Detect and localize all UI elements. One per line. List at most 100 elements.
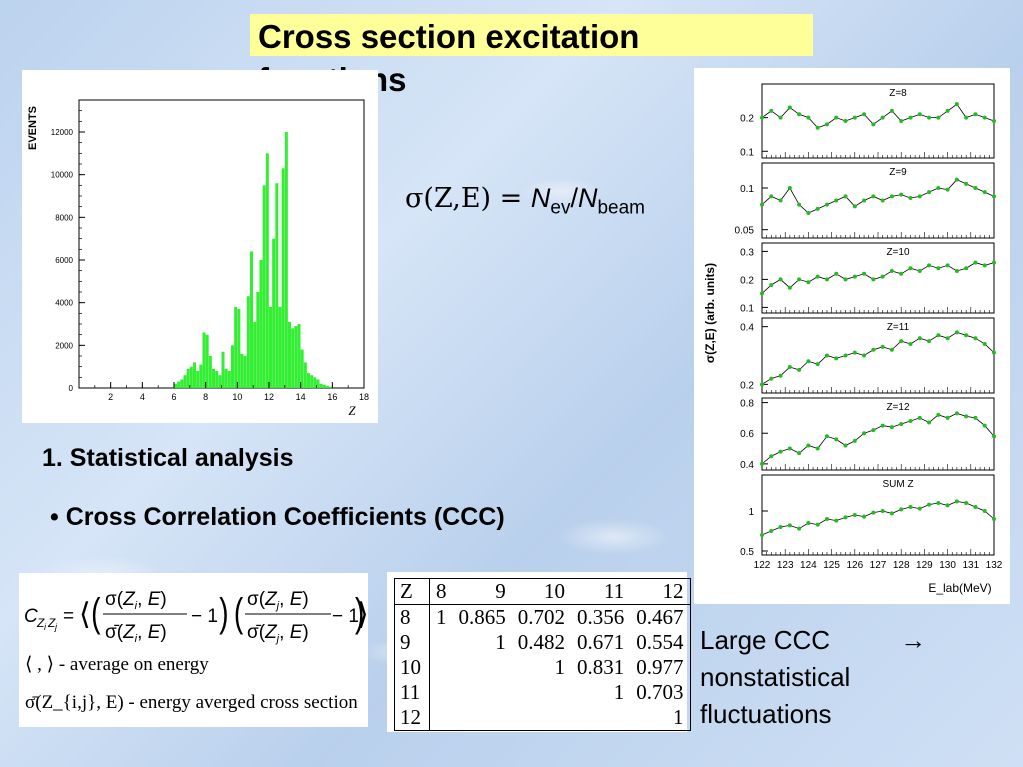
subplot-frame bbox=[761, 474, 995, 556]
histogram-bar bbox=[234, 306, 238, 388]
data-point bbox=[954, 269, 959, 273]
data-point bbox=[992, 119, 996, 123]
data-point bbox=[797, 526, 802, 531]
data-point bbox=[769, 454, 774, 459]
data-point bbox=[871, 428, 876, 433]
series-line bbox=[761, 331, 995, 385]
title-highlight bbox=[250, 14, 813, 56]
data-point bbox=[769, 529, 774, 533]
data-point bbox=[852, 204, 857, 209]
series-line bbox=[761, 179, 995, 214]
table-cell: 0.554 bbox=[636, 630, 684, 654]
data-point bbox=[871, 122, 876, 127]
data-point bbox=[806, 521, 811, 525]
table-row: 12 1 bbox=[394, 705, 691, 731]
table-cell bbox=[453, 680, 512, 705]
conclusion-line-2: nonstatistical bbox=[700, 662, 851, 692]
histogram-bar bbox=[189, 366, 193, 388]
data-point bbox=[889, 425, 894, 430]
data-point bbox=[787, 523, 792, 528]
data-point bbox=[769, 376, 774, 381]
table-cell: 0.865 bbox=[458, 605, 506, 629]
x-axis-label: Z bbox=[348, 403, 356, 418]
data-point bbox=[824, 122, 829, 127]
data-point bbox=[936, 186, 941, 190]
data-point bbox=[992, 434, 996, 439]
data-point bbox=[945, 187, 950, 192]
data-point bbox=[954, 102, 959, 107]
data-point bbox=[778, 277, 783, 282]
y-tick-label: 6000 bbox=[55, 256, 73, 265]
data-point bbox=[899, 119, 904, 123]
data-point bbox=[917, 336, 922, 341]
svg-text:): ) bbox=[355, 591, 364, 635]
series-line bbox=[761, 500, 995, 536]
subplot-frame bbox=[761, 397, 995, 471]
histogram-bar bbox=[307, 373, 311, 388]
data-point bbox=[787, 186, 792, 190]
data-point bbox=[824, 202, 829, 207]
data-point bbox=[852, 438, 857, 443]
data-point bbox=[973, 112, 978, 117]
x-tick-label: 18 bbox=[359, 392, 369, 402]
y-axis-label: EVENTS bbox=[27, 106, 39, 150]
svg-text:Z: Z bbox=[36, 616, 45, 630]
data-point bbox=[834, 518, 839, 523]
svg-text:⟨: ⟨ bbox=[79, 598, 91, 631]
subplot-label: Z=9 bbox=[889, 167, 907, 178]
data-point bbox=[778, 373, 783, 378]
x-tick-label: 122 bbox=[754, 560, 771, 571]
table-row: 9 1 0.482 0.671 0.554 bbox=[394, 630, 691, 655]
data-point bbox=[945, 263, 950, 268]
data-point bbox=[889, 347, 894, 352]
histogram-bar bbox=[250, 251, 254, 388]
data-point bbox=[760, 461, 764, 466]
data-point bbox=[992, 517, 996, 521]
subplot-label: Z=12 bbox=[886, 402, 910, 413]
y-tick-label: 0.2 bbox=[740, 275, 754, 286]
table-cell: 11 bbox=[394, 680, 430, 705]
data-point bbox=[769, 108, 774, 113]
x-tick-label: 8 bbox=[203, 392, 208, 402]
x-tick-label: 2 bbox=[108, 392, 113, 402]
y-tick-label: 0 bbox=[69, 384, 74, 393]
table-cell bbox=[430, 705, 453, 731]
svg-text:σ̄(Zj, E): σ̄(Zj, E) bbox=[247, 622, 309, 645]
data-point bbox=[908, 418, 913, 423]
svg-text:C: C bbox=[24, 606, 38, 627]
data-point bbox=[843, 119, 848, 123]
y-tick-label: 12000 bbox=[51, 128, 74, 137]
data-point bbox=[778, 115, 783, 120]
data-point bbox=[992, 260, 996, 265]
table-cell bbox=[430, 680, 453, 705]
data-point bbox=[769, 283, 774, 287]
data-point bbox=[778, 198, 783, 203]
data-point bbox=[834, 271, 839, 276]
data-point bbox=[806, 443, 811, 448]
y-tick-label: 0.1 bbox=[740, 303, 754, 314]
data-point bbox=[852, 274, 857, 279]
table-cell: 10 bbox=[394, 655, 430, 680]
subplot-frame bbox=[761, 317, 995, 394]
x-axis-label: E_lab(MeV) bbox=[928, 581, 991, 595]
data-point bbox=[871, 277, 876, 282]
histogram-bar bbox=[202, 332, 206, 388]
data-point bbox=[797, 451, 802, 456]
data-point bbox=[908, 115, 913, 120]
svg-text:i: i bbox=[44, 622, 47, 632]
formula-slash: / bbox=[570, 183, 578, 213]
data-point bbox=[917, 112, 922, 117]
data-point bbox=[954, 411, 959, 416]
data-point bbox=[871, 510, 876, 515]
data-point bbox=[834, 437, 839, 442]
data-point bbox=[778, 525, 783, 529]
data-point bbox=[806, 359, 811, 364]
table-cell: Z bbox=[394, 578, 430, 605]
data-point bbox=[824, 277, 829, 282]
data-point bbox=[806, 211, 811, 215]
data-point bbox=[917, 415, 922, 420]
histogram-bar bbox=[326, 385, 330, 388]
data-point bbox=[824, 517, 829, 521]
histogram-bar bbox=[303, 362, 307, 388]
histogram-bar bbox=[256, 292, 260, 388]
